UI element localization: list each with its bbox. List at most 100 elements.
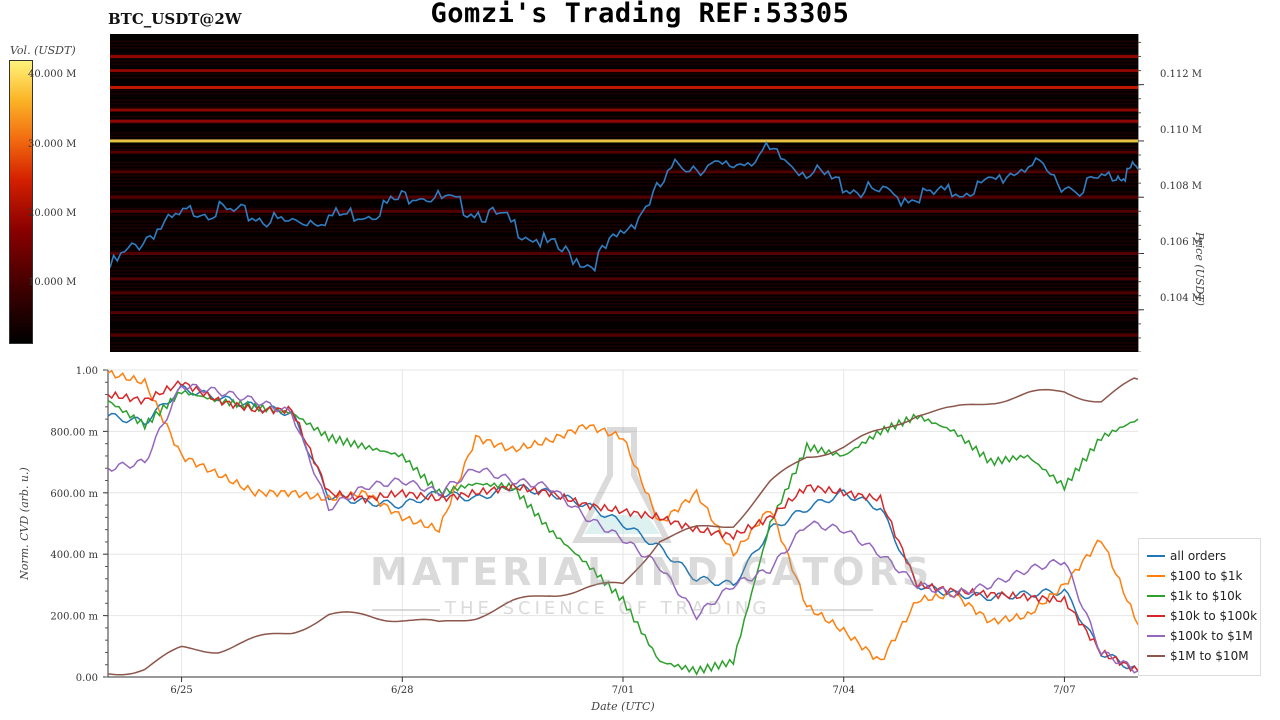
y-tick-label: 800.00 m [50,427,98,438]
heatmap-band [110,89,1138,92]
heatmap-band [110,306,1138,308]
heatmap-band [110,315,1138,318]
liquidity-level [110,277,1138,281]
heatmap-band [110,224,1138,226]
heatmap-band [110,40,1138,43]
heatmap-band [110,250,1138,252]
liquidity-level [110,252,1138,256]
heatmap-band [110,286,1138,288]
heatmap-band [110,184,1138,187]
heatmap-band [110,148,1138,151]
heatmap-band [110,194,1138,197]
colorbar-tick: 40.000 M [28,69,77,80]
heatmap-band [110,132,1138,134]
heatmap-band [110,99,1138,102]
x-tick-label: 7/04 [832,685,854,696]
y-axis-label: Norm. CVD (arb. u.) [18,467,31,581]
colorbar-tick: 20.000 M [28,208,77,219]
y-tick-label: 400.00 m [50,550,98,561]
heatmap-band [110,115,1138,118]
heatmap-band [110,165,1138,167]
liquidity-level [110,85,1138,89]
series-line-5 [107,377,1139,676]
x-tick-label: 7/07 [1053,685,1075,696]
heatmap-band [110,145,1138,147]
legend: all orders $100 to $1k $1k to $10k $10k to … [1138,538,1261,676]
price-tick: 0.106 M [1160,237,1203,248]
legend-swatch [1147,635,1165,637]
liquidity-level [110,170,1138,174]
price-tick: 0.110 M [1160,125,1203,136]
price-axis-label: Price (USDT) [1193,232,1206,306]
liquidity-level [110,333,1138,337]
heatmap-plot [110,40,1138,351]
heatmap-band [110,214,1138,216]
legend-item: $10k to $100k [1139,606,1260,626]
series-line-1 [107,369,1139,661]
heatmap-band [110,191,1138,193]
x-tick-label: 6/28 [391,685,413,696]
heatmap-band [110,102,1138,105]
watermark-title: MATERIAL INDICATORS [370,550,934,594]
heatmap-band [110,181,1138,184]
series-line-4 [107,383,1139,674]
liquidity-level [110,150,1138,154]
colorbar-tick: 10.000 M [28,277,77,288]
heatmap-band [110,161,1138,164]
liquidity-level [110,311,1138,315]
legend-swatch [1147,595,1165,597]
colorbar-label: Vol. (USDT) [10,44,76,57]
liquidity-level [110,55,1138,59]
heatmap-band [110,319,1138,321]
heatmap-band [110,243,1138,246]
legend-label: $100k to $1M [1170,629,1253,643]
liquidity-level [110,291,1138,295]
heatmap-band [110,266,1138,269]
heatmap-band [110,106,1138,108]
heatmap-band [110,345,1138,347]
heatmap-band [110,283,1138,285]
heatmap-band [110,227,1138,229]
heatmap-band [110,63,1138,66]
legend-item: $100k to $1M [1139,626,1260,646]
price-axis [1138,34,1144,352]
y-tick-label: 600.00 m [50,489,98,500]
heatmap-band [110,60,1138,62]
series-line-3 [107,379,1139,673]
symbol-label: BTC_USDT@2W [108,10,242,28]
legend-item: $1k to $10k [1139,586,1260,606]
heatmap-band [110,53,1138,56]
heatmap-band [110,174,1138,177]
heatmap-band [110,329,1138,331]
heatmap-band [110,289,1138,292]
heatmap-band [110,348,1138,351]
heatmap-band [110,256,1138,259]
legend-swatch [1147,575,1165,577]
liquidity-level [110,209,1138,213]
liquidity-level [110,69,1138,73]
y-tick-label: 200.00 m [50,612,98,623]
liquidity-heatmap [110,34,1138,352]
price-tick: 0.112 M [1160,69,1203,80]
price-line [110,140,1138,273]
legend-label: $1k to $10k [1170,589,1242,603]
heatmap-band [110,342,1138,344]
heatmap-band [110,240,1138,243]
heatmap-band [110,220,1138,223]
legend-label: $1M to $10M [1170,649,1249,663]
liquidity-level [110,195,1138,199]
heatmap-band [110,73,1138,75]
watermark-subtitle: THE SCIENCE OF TRADING [445,598,771,619]
heatmap-band [110,47,1138,49]
heatmap-band [110,122,1138,125]
legend-label: $100 to $1k [1170,569,1243,583]
legend-item: all orders [1139,546,1260,566]
heatmap-band [110,207,1138,210]
liquidity-level [110,119,1138,123]
heatmap-band [110,273,1138,275]
price-tick: 0.104 M [1160,293,1203,304]
heatmap-band [110,178,1138,180]
heatmap-band [110,230,1138,233]
legend-swatch [1147,555,1165,557]
legend-label: all orders [1170,549,1227,563]
